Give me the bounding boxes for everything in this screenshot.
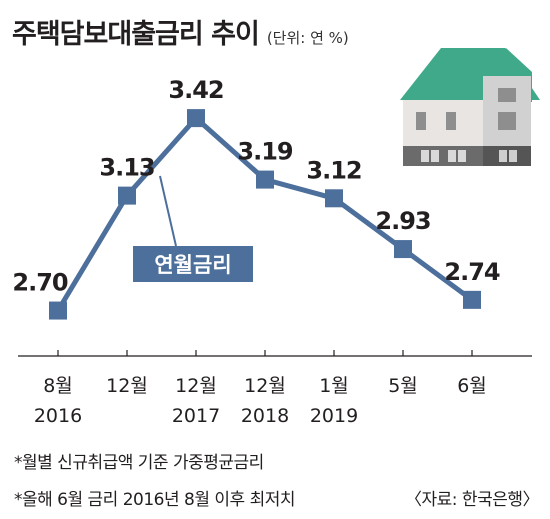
data-point-marker — [325, 189, 343, 208]
x-tick-label: 2019 — [310, 405, 358, 427]
data-point-marker — [463, 290, 481, 309]
series-label: 연월금리 — [154, 253, 231, 277]
data-labels: 2.70 3.13 3.42 3.19 3.12 2.93 2.74 — [12, 76, 501, 297]
chart-title: 주택담보대출금리 추이 — [12, 19, 260, 50]
series-label-box — [133, 246, 253, 282]
data-point-marker — [256, 170, 274, 189]
source-credit: 〈자료: 한국은행〉 — [405, 490, 539, 510]
x-tick-label: 12월 — [175, 375, 217, 397]
series-markers — [49, 109, 481, 320]
x-tick-label: 2018 — [241, 405, 289, 427]
data-label: 3.42 — [168, 76, 223, 104]
data-point-marker — [187, 109, 205, 128]
house-icon — [400, 48, 540, 166]
chart-header: 주택담보대출금리 추이 (단위: 연 %) — [12, 12, 349, 51]
series-callout-line — [159, 175, 177, 247]
data-point-marker — [49, 301, 67, 320]
x-tick-label: 12월 — [244, 375, 286, 397]
x-tick-label: 12월 — [106, 375, 148, 397]
data-label: 3.13 — [99, 154, 154, 182]
x-tick-label: 6월 — [457, 375, 487, 397]
data-label: 2.70 — [12, 269, 68, 297]
unit-label: (단위: 연 %) — [266, 29, 349, 47]
footnote-1: *월별 신규취급액 기준 가중평균금리 — [14, 453, 264, 473]
data-point-marker — [118, 186, 136, 205]
data-label: 2.74 — [444, 258, 500, 286]
x-axis-tick-labels: 8월 2016 12월 12월 2017 12월 2018 1월 2019 5월 6월 — [34, 375, 487, 427]
data-label: 3.19 — [237, 138, 293, 166]
x-tick-label: 5월 — [388, 375, 418, 397]
data-label: 2.93 — [375, 207, 430, 235]
x-tick-label: 8월 — [43, 375, 73, 397]
line-chart: 8월 2016 12월 12월 2017 12월 2018 1월 2019 5월 6월 연월금리 2… — [12, 48, 540, 427]
x-tick-label: 1월 — [319, 375, 349, 397]
data-point-marker — [394, 240, 412, 259]
x-axis-ticks — [57, 350, 473, 356]
data-label: 3.12 — [306, 156, 361, 184]
footnote-2: *올해 6월 금리 2016년 8월 이후 최저치 — [14, 490, 296, 510]
x-tick-label: 2017 — [172, 405, 220, 427]
x-tick-label: 2016 — [34, 405, 82, 427]
